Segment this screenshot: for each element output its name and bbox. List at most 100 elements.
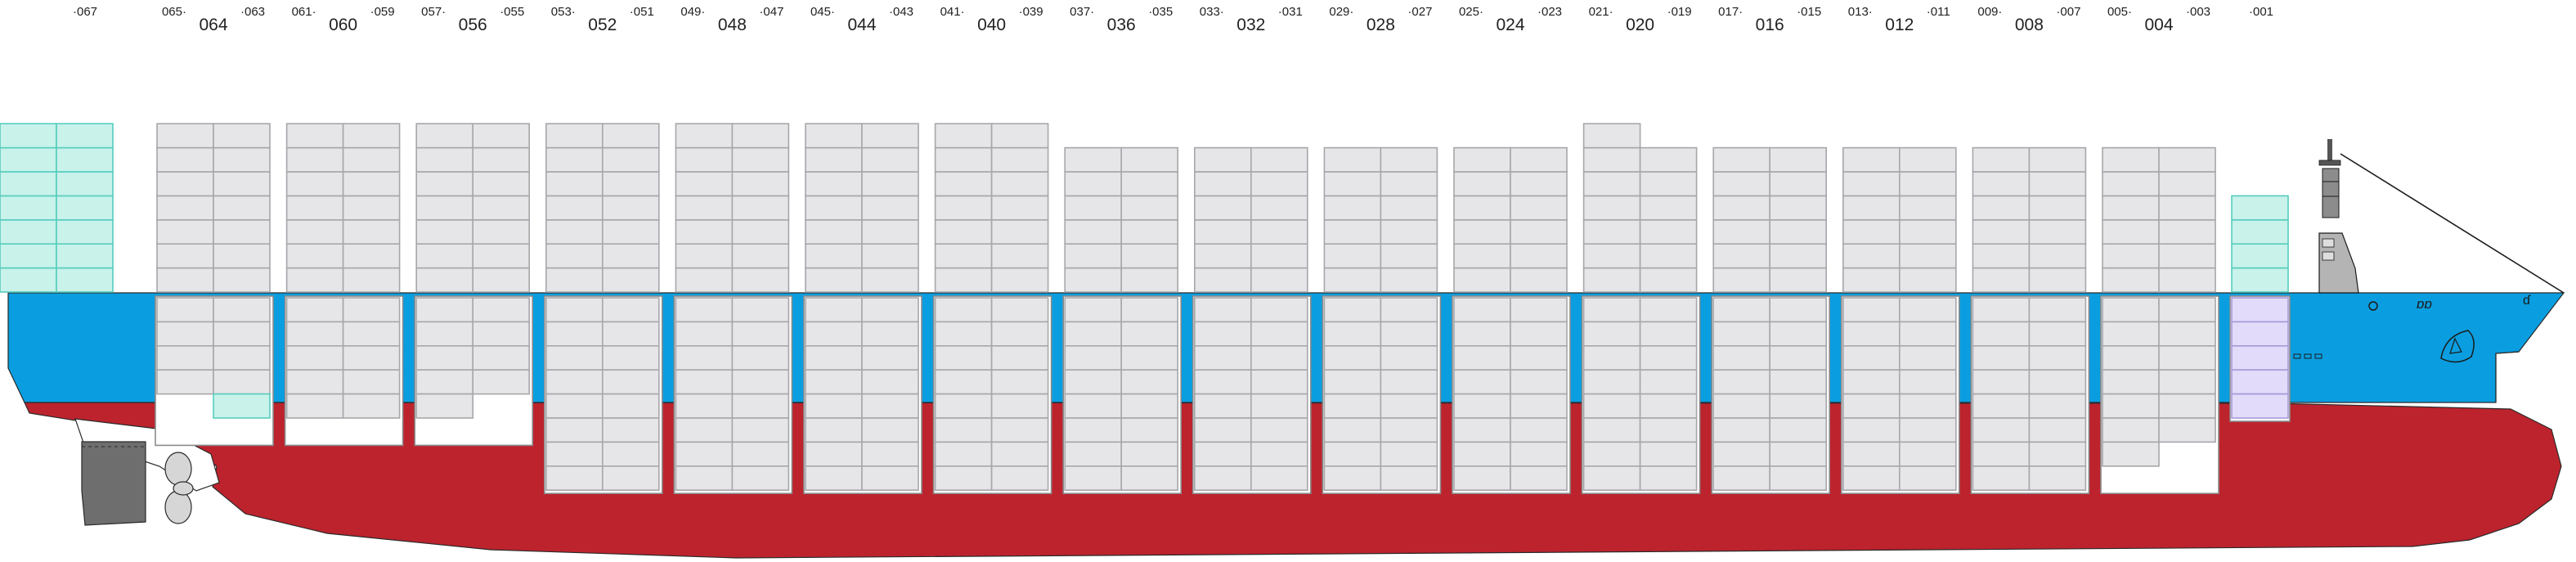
hold-container: [1899, 344, 1957, 371]
deck-container: [1120, 218, 1178, 245]
deck-container: [601, 146, 660, 173]
deck-container: [1712, 171, 1770, 197]
hold-container: [1769, 393, 1827, 419]
hold-container: [1380, 441, 1438, 467]
deck-container: [213, 123, 271, 149]
deck-container: [1582, 195, 1641, 221]
deck-container: [342, 146, 401, 173]
hazard-container: [2231, 344, 2289, 371]
bay-label-odd-right: ·007: [2056, 5, 2080, 19]
deck-container: [1323, 146, 1382, 173]
hold-container: [1323, 417, 1382, 443]
deck-container: [1120, 267, 1178, 293]
deck-container: [2102, 267, 2160, 293]
deck-container: [2028, 171, 2087, 197]
deck-container: [1194, 171, 1252, 197]
deck-container: [601, 195, 660, 221]
deck-container: [675, 267, 734, 293]
hold-container: [731, 465, 790, 491]
deck-container: [861, 243, 919, 269]
deck-container: [861, 195, 919, 221]
hold-container: [805, 344, 863, 371]
deck-container: [1582, 267, 1641, 293]
bay-label-even: 032: [1236, 16, 1265, 34]
hold-container: [805, 321, 863, 347]
deck-container: [1972, 243, 2031, 269]
hold-container: [2028, 393, 2087, 419]
hold-container: [1899, 369, 1957, 395]
deck-container: [156, 195, 214, 221]
hold-container: [1972, 393, 2031, 419]
deck-container: [545, 123, 604, 149]
hold-container: [2028, 344, 2087, 371]
hold-container: [213, 321, 271, 347]
hold-container: [1453, 344, 1511, 371]
reefer-container: [0, 171, 57, 197]
hold-container: [342, 344, 401, 371]
reefer-container: [56, 123, 114, 149]
hold-container: [1120, 417, 1178, 443]
hold-container: [1899, 441, 1957, 467]
hold-container: [342, 369, 401, 395]
deck-container: [934, 171, 993, 197]
bay-label-odd-left: 029·: [1329, 5, 1353, 19]
deck-container: [1453, 243, 1511, 269]
hold-container: [1380, 297, 1438, 323]
deck-container: [1120, 243, 1178, 269]
deck-container: [1510, 243, 1568, 269]
deck-container: [1064, 218, 1122, 245]
hold-container: [1769, 465, 1827, 491]
deck-container: [861, 218, 919, 245]
deck-container: [472, 267, 531, 293]
hold-container: [545, 465, 604, 491]
hold-container: [990, 297, 1049, 323]
deck-container: [805, 218, 863, 245]
hold-container: [1250, 297, 1308, 323]
hold-container: [1769, 369, 1827, 395]
deck-container: [731, 171, 790, 197]
deck-container: [1064, 243, 1122, 269]
hold-container: [1323, 344, 1382, 371]
mast-icon: [2318, 139, 2565, 294]
deck-container: [675, 195, 734, 221]
deck-container: [285, 218, 344, 245]
deck-container: [805, 123, 863, 149]
hold-container: [601, 465, 660, 491]
hold-container: [1120, 441, 1178, 467]
deck-container: [213, 146, 271, 173]
hold-container: [545, 417, 604, 443]
reefer-container: [2231, 267, 2289, 293]
deck-container: [1712, 218, 1770, 245]
deck-container: [805, 171, 863, 197]
deck-container: [934, 243, 993, 269]
deck-container: [2158, 243, 2216, 269]
hold-container: [990, 465, 1049, 491]
deck-container: [1453, 195, 1511, 221]
deck-container: [934, 146, 993, 173]
bay-label-odd-right: ·047: [759, 5, 783, 19]
hold-container: [1639, 441, 1698, 467]
hold-container: [2102, 393, 2160, 419]
deck-container: [1453, 146, 1511, 173]
hold-container: [1712, 417, 1770, 443]
deck-container: [1972, 146, 2031, 173]
deck-container: [1842, 171, 1901, 197]
hazard-container: [2231, 321, 2289, 347]
bay-label-even: 028: [1367, 16, 1395, 34]
deck-container: [1639, 146, 1698, 173]
deck-container: [1582, 243, 1641, 269]
reefer-container: [56, 218, 114, 245]
deck-container: [285, 195, 344, 221]
hold-container: [472, 369, 531, 395]
hold-container: [601, 441, 660, 467]
hold-container: [1842, 297, 1901, 323]
deck-container: [990, 243, 1049, 269]
deck-container: [285, 267, 344, 293]
hold-container: [1842, 441, 1901, 467]
hold-container: [156, 369, 214, 395]
hold-container: [1510, 344, 1568, 371]
hold-container: [990, 369, 1049, 395]
deck-container: [1510, 146, 1568, 173]
deck-container: [1972, 267, 2031, 293]
hold-container: [1899, 465, 1957, 491]
